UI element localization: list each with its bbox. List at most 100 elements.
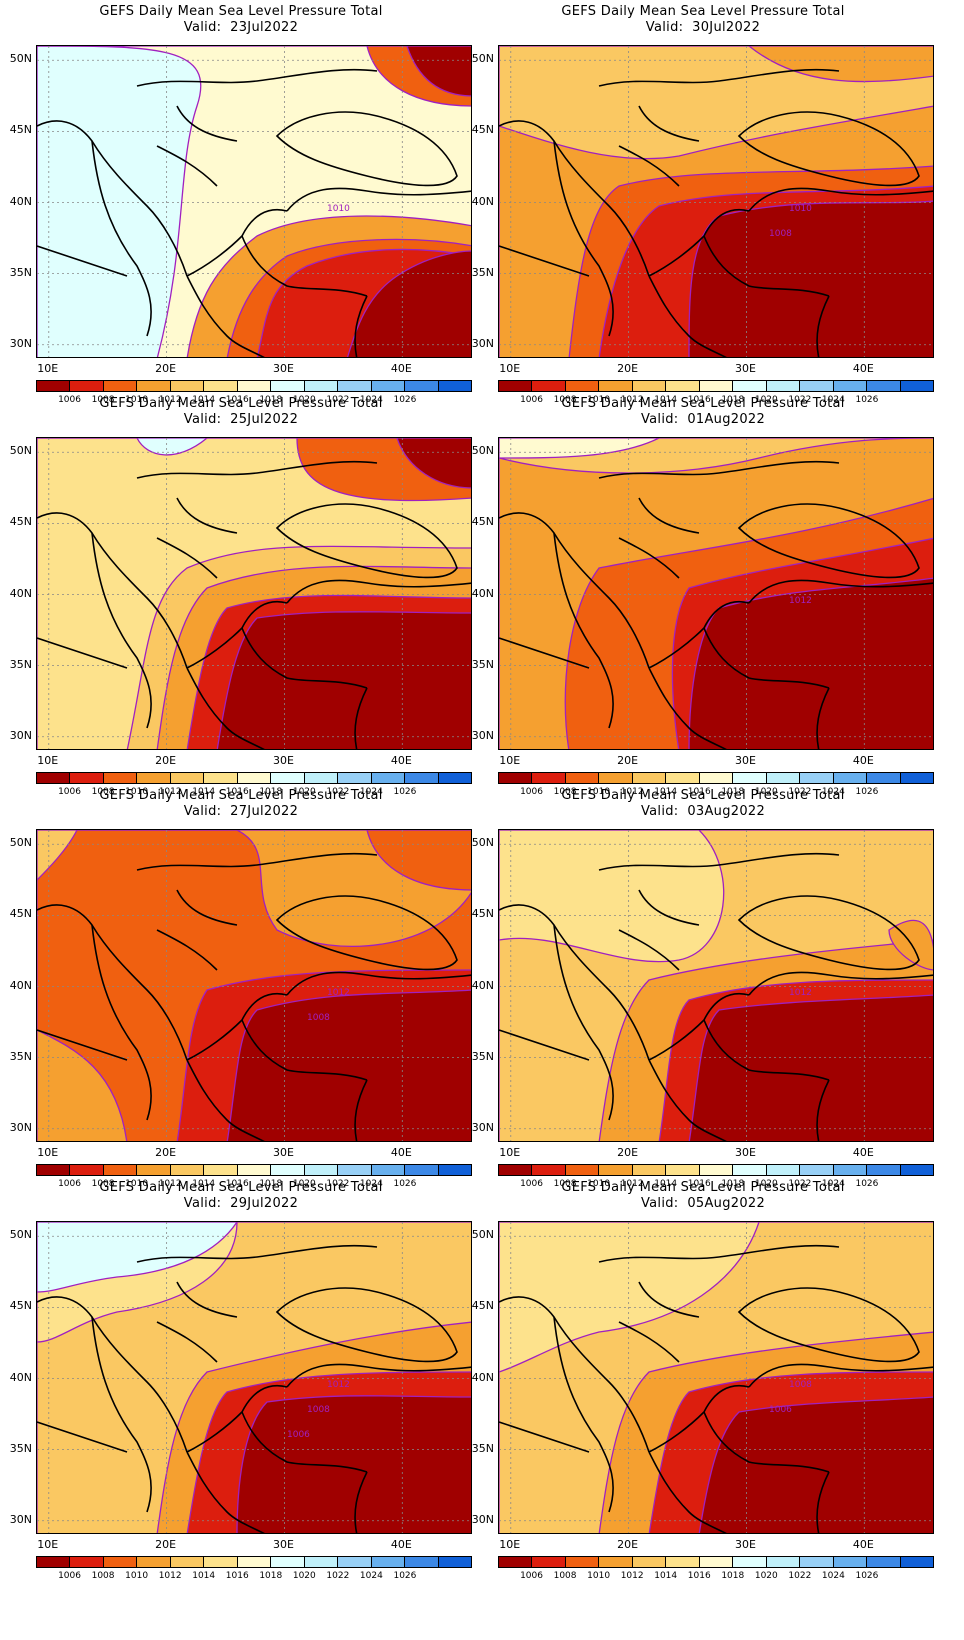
colorbar-swatch <box>271 773 305 783</box>
colorbar-swatch <box>438 1165 472 1175</box>
coastline <box>816 295 830 357</box>
lon-tick-label: 20E <box>617 362 639 375</box>
coastline <box>598 852 840 871</box>
lat-tick-label: 35N <box>471 1049 494 1063</box>
colorbar-label: 1014 <box>654 395 678 405</box>
lon-tick-label: 30E <box>734 1538 756 1551</box>
coastline <box>618 537 680 579</box>
pressure-band <box>747 46 933 83</box>
colorbar-label: 1026 <box>855 1179 879 1189</box>
colorbar-label: 1016 <box>225 1179 249 1189</box>
colorbar-label: 1022 <box>326 1179 350 1189</box>
lon-tick-label: 20E <box>155 1146 177 1159</box>
colorbar-swatch <box>699 773 734 783</box>
colorbar-label: 1018 <box>259 1179 283 1189</box>
contour-label: 1010 <box>327 204 350 214</box>
map-panel: GEFS Daily Mean Sea Level Pressure Total… <box>0 784 482 1194</box>
colorbar-label: 1024 <box>359 787 383 797</box>
coastline <box>638 105 700 142</box>
colorbar-label: 1026 <box>393 1571 417 1581</box>
lat-tick-label: 30N <box>9 336 32 350</box>
colorbar-swatch <box>237 773 272 783</box>
pressure-band <box>688 200 933 357</box>
map-panel: GEFS Daily Mean Sea Level Pressure Total… <box>0 392 482 802</box>
colorbar-label: 1010 <box>125 1179 149 1189</box>
colorbar-swatch <box>70 381 104 391</box>
colorbar-label: 1016 <box>687 1179 711 1189</box>
lon-tick-label: 20E <box>617 1538 639 1551</box>
coastline <box>156 929 218 971</box>
colorbar-label: 1010 <box>587 787 611 797</box>
pressure-band <box>136 438 209 456</box>
colorbar-label: 1020 <box>292 1179 316 1189</box>
coastline <box>703 1411 830 1473</box>
colorbar-swatch <box>599 773 633 783</box>
lon-tick-label: 30E <box>734 1146 756 1159</box>
colorbar-swatch <box>666 1557 700 1567</box>
map-panel: GEFS Daily Mean Sea Level Pressure Total… <box>0 0 482 410</box>
coastline <box>275 111 458 187</box>
colorbar-swatch <box>532 1165 566 1175</box>
coastline <box>816 687 830 749</box>
colorbar-swatch <box>766 773 801 783</box>
colorbar-swatch <box>565 1557 600 1567</box>
coastline <box>748 1363 933 1388</box>
lon-tick-label: 40E <box>852 1538 874 1551</box>
colorbar-label: 1012 <box>620 395 644 405</box>
lat-tick-label: 50N <box>471 52 494 66</box>
coastline <box>748 187 933 212</box>
colorbar-swatch <box>632 1165 667 1175</box>
colorbar-swatch <box>532 1557 566 1567</box>
contour-label: 1012 <box>327 988 350 998</box>
pressure-map: 1010 1008 <box>498 45 934 358</box>
colorbar-swatch <box>304 381 339 391</box>
colorbar-swatch <box>867 381 901 391</box>
colorbar-swatch <box>137 773 171 783</box>
lat-tick-label: 40N <box>471 586 494 600</box>
coastline <box>618 929 680 971</box>
pressure-band <box>366 830 471 891</box>
panel-valid-date: Valid: 05Aug2022 <box>640 1196 766 1211</box>
colorbar-label: 1016 <box>687 787 711 797</box>
lon-tick-label: 40E <box>390 362 412 375</box>
colorbar-swatch <box>137 1557 171 1567</box>
lon-tick-label: 10E <box>499 362 521 375</box>
colorbar-label: 1012 <box>158 1571 182 1581</box>
lat-tick-label: 45N <box>9 1299 32 1313</box>
coastline <box>241 1019 368 1081</box>
colorbar-label: 1024 <box>359 1571 383 1581</box>
lon-tick-label: 30E <box>272 1538 294 1551</box>
colorbar-label: 1014 <box>192 787 216 797</box>
coastline <box>816 1471 830 1533</box>
panel-valid-date: Valid: 30Jul2022 <box>645 20 761 35</box>
coastline <box>176 105 238 142</box>
panel-title: GEFS Daily Mean Sea Level Pressure Total <box>561 4 845 19</box>
coastline <box>354 1471 368 1533</box>
colorbar-label: 1008 <box>553 1571 577 1581</box>
colorbar-swatch <box>204 1557 238 1567</box>
colorbar-label: 1018 <box>721 1179 745 1189</box>
lon-tick-label: 10E <box>499 754 521 767</box>
colorbar-label: 1008 <box>553 1179 577 1189</box>
colorbar-swatch <box>237 381 272 391</box>
colorbar-label: 1014 <box>192 1179 216 1189</box>
pressure-map <box>36 437 472 750</box>
colorbar-swatch <box>237 1165 272 1175</box>
coastline <box>354 295 368 357</box>
coastline <box>91 1316 152 1513</box>
colorbar-label: 1024 <box>821 1571 845 1581</box>
colorbar-swatch <box>204 773 238 783</box>
contour-label: 1010 <box>789 204 812 214</box>
pressure-map: 1012 <box>498 829 934 1142</box>
colorbar-label: 1024 <box>821 787 845 797</box>
colorbar-swatch <box>867 773 901 783</box>
colorbar-swatch <box>800 1165 834 1175</box>
coastline <box>748 579 933 604</box>
lat-tick-label: 45N <box>471 907 494 921</box>
colorbar-label: 1018 <box>721 395 745 405</box>
colorbar-label: 1012 <box>620 787 644 797</box>
map-panel: GEFS Daily Mean Sea Level Pressure Total… <box>462 392 944 802</box>
coastline <box>703 1019 830 1081</box>
pressure-band <box>236 1395 471 1533</box>
colorbar-swatch <box>304 1165 339 1175</box>
